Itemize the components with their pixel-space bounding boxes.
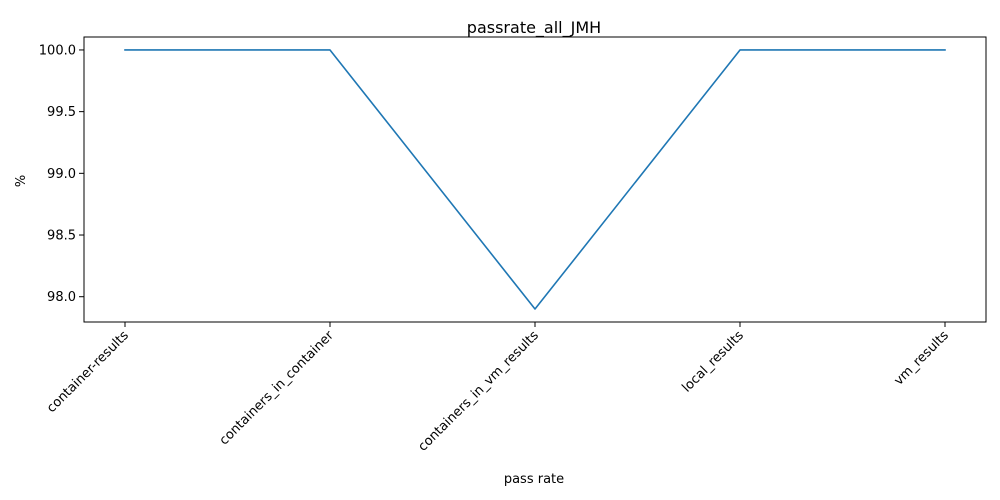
x-tick-label: container-results bbox=[44, 328, 132, 416]
x-tick-label: containers_in_container bbox=[217, 328, 338, 449]
x-axis-ticks: container-results containers_in_container… bbox=[44, 322, 952, 455]
y-tick-label: 99.0 bbox=[47, 167, 76, 182]
y-tick-label: 99.5 bbox=[47, 105, 76, 120]
x-axis-label: pass rate bbox=[504, 472, 564, 487]
series-line-0 bbox=[124, 49, 946, 310]
x-tick-label: vm_results bbox=[891, 328, 952, 389]
y-axis-label: % bbox=[14, 175, 29, 187]
y-tick-label: 98.0 bbox=[47, 290, 76, 305]
y-tick-label: 100.0 bbox=[39, 43, 76, 58]
x-tick-label: local_results bbox=[679, 328, 747, 396]
axes-frame bbox=[83, 36, 987, 323]
y-axis-ticks: 98.0 98.5 99.0 99.5 100.0 bbox=[39, 43, 84, 305]
x-tick-label: containers_in_vm_results bbox=[416, 328, 542, 454]
plot-area bbox=[124, 49, 946, 310]
y-tick-label: 98.5 bbox=[47, 229, 76, 244]
chart-title: passrate_all_JMH bbox=[467, 18, 601, 38]
